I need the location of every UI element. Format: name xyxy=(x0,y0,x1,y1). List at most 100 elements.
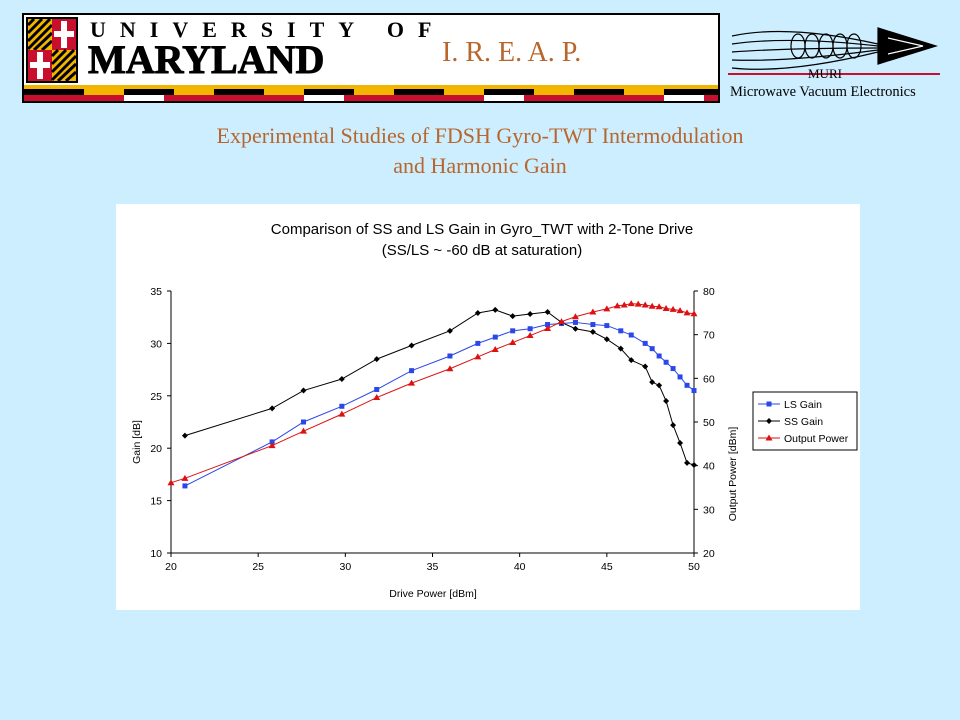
data-point xyxy=(669,305,677,312)
data-point xyxy=(590,322,596,328)
data-point xyxy=(338,410,346,417)
y-tick-label: 30 xyxy=(150,338,162,350)
data-point xyxy=(491,346,499,353)
data-point xyxy=(628,357,635,364)
data-point xyxy=(572,325,579,332)
university-banner: UNIVERSITY OF MARYLAND I. R. E. A. P. xyxy=(22,13,720,103)
data-point xyxy=(167,479,175,486)
y2-tick-label: 30 xyxy=(703,504,715,516)
data-point xyxy=(373,356,380,363)
series-output-power xyxy=(167,300,698,486)
data-point xyxy=(492,334,498,340)
legend-marker xyxy=(766,401,772,407)
data-point xyxy=(474,353,482,360)
chart-legend: LS Gain SS Gain Output Power xyxy=(752,391,858,451)
legend-label: Output Power xyxy=(784,433,849,445)
data-point xyxy=(628,332,634,338)
data-point xyxy=(299,427,307,434)
chart-axes: 20 25 30 35 40 45 50 10 15 20 25 30 35 20 30 40 50 60 70 80 xyxy=(150,286,715,573)
chart-series xyxy=(167,300,698,489)
chart-panel: Comparison of SS and LS Gain in Gyro_TWT… xyxy=(116,204,860,610)
y-tick-label: 35 xyxy=(150,286,162,298)
muri-logo: MURI Microwave Vacuum Electronics xyxy=(728,14,940,102)
data-point xyxy=(527,326,533,332)
data-point xyxy=(338,376,345,383)
data-point xyxy=(662,304,670,311)
data-point xyxy=(181,474,189,481)
series-line xyxy=(170,303,695,484)
y2-tick-label: 60 xyxy=(703,373,715,385)
data-point xyxy=(656,353,662,359)
data-point xyxy=(475,340,481,346)
data-point xyxy=(663,359,669,365)
legend-label: SS Gain xyxy=(784,416,823,428)
data-point xyxy=(691,461,697,468)
y-axis-label: Gain [dB] xyxy=(131,420,143,464)
data-point xyxy=(268,442,276,449)
data-point xyxy=(676,307,684,314)
data-point xyxy=(373,394,381,401)
data-point xyxy=(374,387,380,393)
slide-title-line1: Experimental Studies of FDSH Gyro-TWT In… xyxy=(216,123,744,148)
university-line1: UNIVERSITY OF xyxy=(90,17,445,42)
data-point xyxy=(571,313,579,320)
y2-tick-label: 20 xyxy=(703,548,715,560)
data-point xyxy=(641,301,649,308)
x-tick-label: 25 xyxy=(252,561,264,573)
data-point xyxy=(648,302,656,309)
data-point xyxy=(526,332,534,339)
data-point xyxy=(589,308,597,315)
data-point xyxy=(634,300,642,307)
data-point xyxy=(618,328,624,334)
university-line2: MARYLAND xyxy=(88,37,324,82)
data-point xyxy=(509,313,516,320)
data-point xyxy=(544,325,552,332)
ireap-label: I. R. E. A. P. xyxy=(442,37,581,68)
data-point xyxy=(300,419,306,425)
data-point xyxy=(690,310,698,317)
data-point xyxy=(509,339,517,346)
data-point xyxy=(655,303,663,310)
series-ss-gain xyxy=(181,306,697,468)
x-tick-label: 45 xyxy=(601,561,613,573)
data-point xyxy=(604,323,610,329)
data-point xyxy=(408,342,415,349)
data-point xyxy=(656,382,663,389)
data-point xyxy=(603,305,611,312)
x-tick-label: 50 xyxy=(688,561,700,573)
data-point xyxy=(642,363,649,370)
series-line xyxy=(184,309,695,466)
data-point xyxy=(474,310,481,317)
data-point xyxy=(544,308,551,315)
x-tick-label: 30 xyxy=(339,561,351,573)
data-point xyxy=(613,302,621,309)
data-point xyxy=(603,336,610,343)
x-tick-label: 35 xyxy=(427,561,439,573)
data-point xyxy=(409,368,415,374)
data-point xyxy=(446,327,453,334)
series-ls-gain xyxy=(182,319,697,489)
data-point xyxy=(617,345,624,352)
data-point xyxy=(670,366,676,372)
data-point xyxy=(677,374,683,380)
data-point xyxy=(642,340,648,346)
y2-axis-label: Output Power [dBm] xyxy=(727,427,739,522)
y2-tick-label: 50 xyxy=(703,417,715,429)
maryland-flag-icon xyxy=(26,17,78,83)
y-tick-label: 15 xyxy=(150,496,162,508)
data-point xyxy=(620,301,628,308)
data-point xyxy=(300,387,307,394)
data-point xyxy=(492,306,499,313)
muri-label: MURI xyxy=(808,66,842,81)
data-point xyxy=(683,309,691,316)
chart-title: Comparison of SS and LS Gain in Gyro_TWT… xyxy=(271,221,693,238)
y-tick-label: 25 xyxy=(150,391,162,403)
data-point xyxy=(269,439,275,445)
data-point xyxy=(182,483,188,489)
data-point xyxy=(181,432,188,439)
muri-subtitle: Microwave Vacuum Electronics xyxy=(730,84,916,100)
legend-marker xyxy=(766,418,772,424)
data-point xyxy=(269,405,276,412)
x-axis-label: Drive Power [dBm] xyxy=(389,588,477,600)
data-point xyxy=(677,439,684,446)
